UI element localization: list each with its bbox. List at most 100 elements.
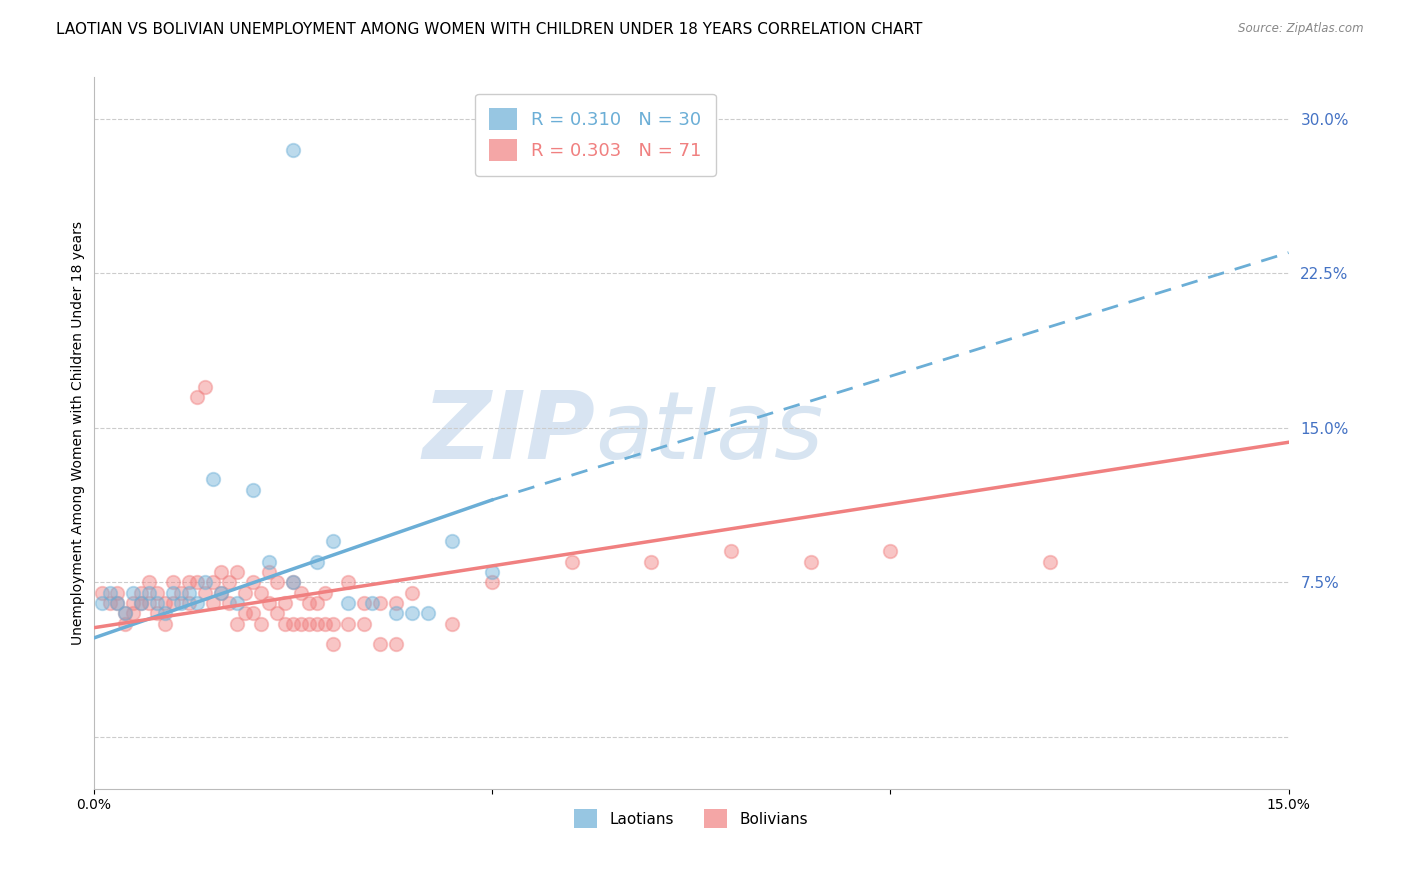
Point bbox=[242, 483, 264, 497]
Point bbox=[202, 575, 225, 590]
Y-axis label: Unemployment Among Women with Children Under 18 years: Unemployment Among Women with Children U… bbox=[72, 221, 86, 645]
Point bbox=[314, 616, 336, 631]
Point bbox=[337, 575, 360, 590]
Point bbox=[322, 637, 344, 651]
Point bbox=[90, 585, 112, 599]
Point bbox=[385, 637, 408, 651]
Point bbox=[107, 596, 129, 610]
Point bbox=[131, 596, 153, 610]
Point bbox=[370, 637, 392, 651]
Point bbox=[337, 596, 360, 610]
Point bbox=[401, 607, 423, 621]
Point bbox=[879, 544, 901, 558]
Point bbox=[640, 555, 662, 569]
Point bbox=[322, 534, 344, 549]
Point bbox=[138, 585, 160, 599]
Point bbox=[155, 616, 177, 631]
Point bbox=[122, 585, 145, 599]
Point bbox=[257, 565, 280, 579]
Point bbox=[170, 585, 193, 599]
Point bbox=[290, 585, 312, 599]
Point bbox=[298, 616, 321, 631]
Point bbox=[146, 585, 169, 599]
Point bbox=[799, 555, 821, 569]
Point bbox=[107, 585, 129, 599]
Point bbox=[186, 596, 208, 610]
Point bbox=[305, 596, 328, 610]
Point bbox=[305, 555, 328, 569]
Point bbox=[385, 596, 408, 610]
Point bbox=[179, 575, 201, 590]
Point bbox=[250, 585, 273, 599]
Point bbox=[122, 596, 145, 610]
Point bbox=[226, 565, 249, 579]
Point bbox=[353, 616, 375, 631]
Point bbox=[170, 596, 193, 610]
Point bbox=[233, 585, 256, 599]
Point bbox=[138, 575, 160, 590]
Point bbox=[561, 555, 583, 569]
Point bbox=[107, 596, 129, 610]
Point bbox=[281, 616, 304, 631]
Point bbox=[202, 596, 225, 610]
Point bbox=[131, 596, 153, 610]
Point bbox=[290, 616, 312, 631]
Point bbox=[353, 596, 375, 610]
Point bbox=[385, 607, 408, 621]
Point bbox=[162, 575, 184, 590]
Point bbox=[441, 616, 464, 631]
Point bbox=[114, 607, 136, 621]
Point bbox=[186, 575, 208, 590]
Point bbox=[441, 534, 464, 549]
Point bbox=[218, 596, 240, 610]
Point bbox=[90, 596, 112, 610]
Point bbox=[418, 607, 440, 621]
Point bbox=[146, 596, 169, 610]
Point bbox=[209, 585, 232, 599]
Point bbox=[226, 596, 249, 610]
Point bbox=[209, 565, 232, 579]
Point bbox=[481, 575, 503, 590]
Point bbox=[322, 616, 344, 631]
Point bbox=[242, 607, 264, 621]
Point bbox=[720, 544, 742, 558]
Point bbox=[114, 616, 136, 631]
Point bbox=[298, 596, 321, 610]
Point bbox=[194, 379, 217, 393]
Point bbox=[314, 585, 336, 599]
Point bbox=[202, 472, 225, 486]
Text: atlas: atlas bbox=[596, 387, 824, 478]
Point bbox=[155, 607, 177, 621]
Point bbox=[179, 596, 201, 610]
Point bbox=[146, 607, 169, 621]
Text: ZIP: ZIP bbox=[423, 387, 596, 479]
Point bbox=[266, 607, 288, 621]
Point bbox=[98, 596, 121, 610]
Point bbox=[179, 585, 201, 599]
Point bbox=[162, 596, 184, 610]
Point bbox=[361, 596, 384, 610]
Point bbox=[114, 607, 136, 621]
Point bbox=[281, 575, 304, 590]
Point bbox=[218, 575, 240, 590]
Point bbox=[274, 596, 297, 610]
Point bbox=[337, 616, 360, 631]
Point bbox=[274, 616, 297, 631]
Point bbox=[242, 575, 264, 590]
Point bbox=[257, 555, 280, 569]
Point bbox=[131, 585, 153, 599]
Point bbox=[370, 596, 392, 610]
Point bbox=[257, 596, 280, 610]
Point bbox=[266, 575, 288, 590]
Legend: Laotians, Bolivians: Laotians, Bolivians bbox=[568, 804, 814, 834]
Point bbox=[162, 585, 184, 599]
Point bbox=[194, 575, 217, 590]
Point bbox=[1038, 555, 1060, 569]
Point bbox=[305, 616, 328, 631]
Point bbox=[226, 616, 249, 631]
Point bbox=[194, 585, 217, 599]
Point bbox=[233, 607, 256, 621]
Point bbox=[281, 575, 304, 590]
Text: Source: ZipAtlas.com: Source: ZipAtlas.com bbox=[1239, 22, 1364, 36]
Point bbox=[481, 565, 503, 579]
